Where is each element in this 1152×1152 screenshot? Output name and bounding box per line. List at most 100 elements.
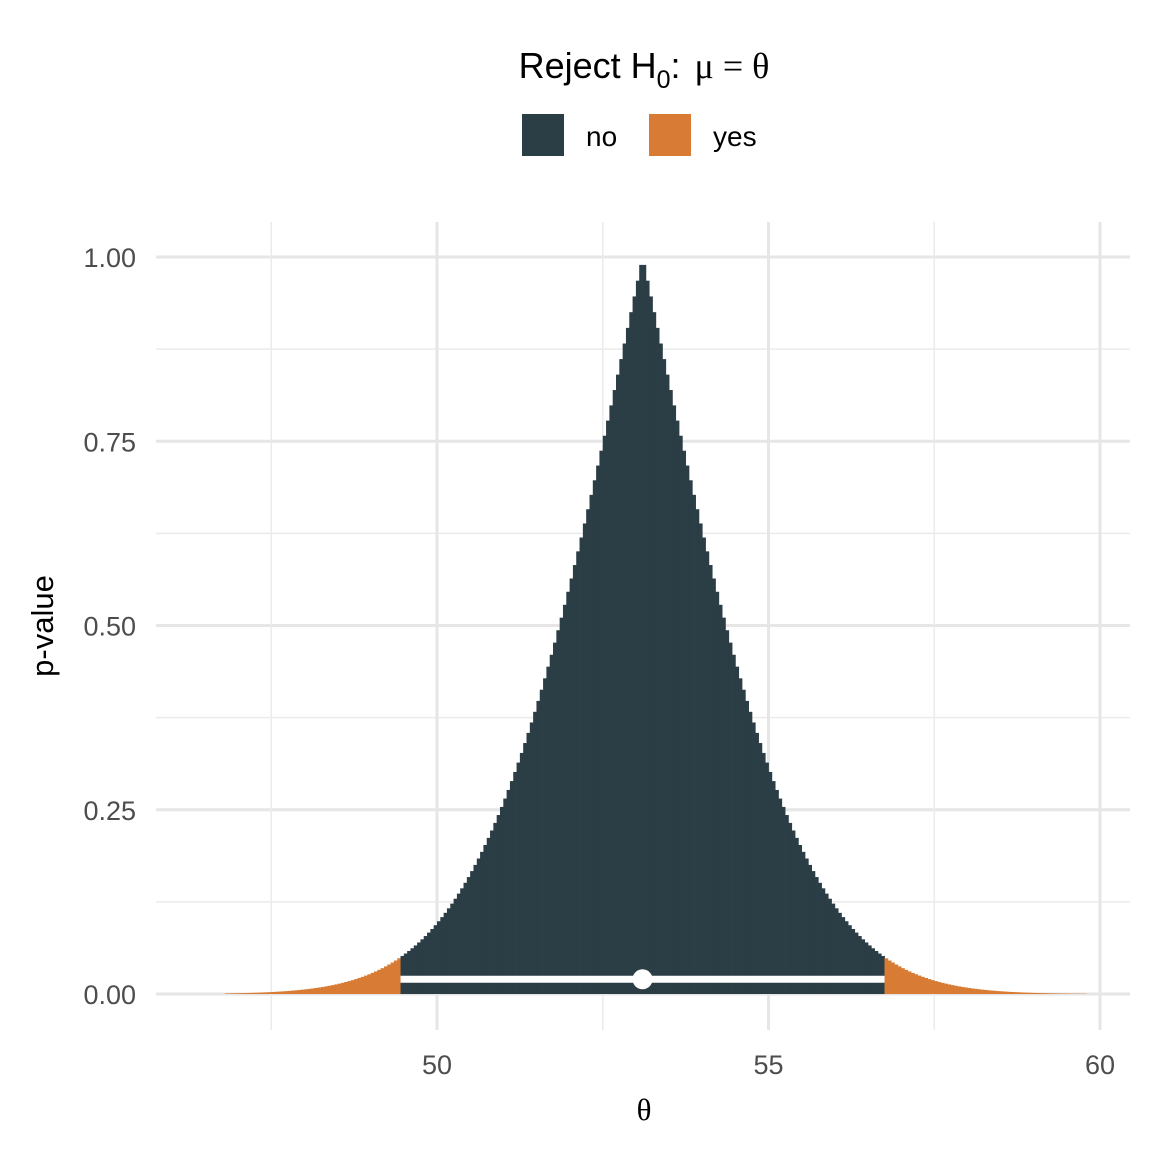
bar-reject-no	[589, 494, 594, 994]
bar-reject-no	[417, 942, 421, 994]
bar-reject-no	[735, 666, 740, 994]
bar-reject-yes	[1056, 993, 1061, 994]
bar-reject-yes	[894, 964, 899, 994]
x-tick-labels: 50 55 60	[422, 1050, 1115, 1080]
bar-reject-yes	[301, 989, 305, 994]
bar-reject-yes	[224, 993, 229, 994]
bar-reject-no	[778, 798, 783, 994]
bar-reject-yes	[264, 992, 269, 994]
bar-reject-no	[828, 898, 832, 994]
bar-reject-yes	[271, 991, 275, 994]
bar-reject-yes	[370, 972, 375, 994]
bar-reject-no	[486, 837, 491, 994]
bar-reject-yes	[1050, 993, 1054, 994]
bar-reject-no	[553, 642, 557, 994]
bar-reject-yes	[891, 962, 895, 994]
bar-reject-yes	[947, 984, 952, 994]
bar-reject-no	[506, 789, 511, 994]
bar-reject-no	[523, 743, 527, 994]
bar-reject-no	[854, 932, 859, 994]
bar-reject-no	[848, 925, 852, 994]
bar-reject-yes	[924, 978, 929, 994]
bar-reject-no	[732, 654, 736, 994]
bar-reject-yes	[248, 992, 252, 994]
bar-reject-no	[775, 789, 779, 994]
bar-reject-no	[586, 509, 590, 994]
bar-reject-yes	[334, 984, 338, 994]
bar-reject-no	[871, 948, 875, 994]
bar-reject-yes	[281, 991, 285, 994]
bar-reject-yes	[997, 991, 1001, 994]
bar-reject-no	[606, 420, 610, 994]
y-axis-title: p-value	[25, 575, 60, 677]
bar-reject-no	[450, 903, 454, 994]
bar-reject-yes	[238, 993, 242, 994]
bar-reject-no	[526, 732, 531, 994]
bar-reject-no	[403, 953, 408, 994]
confidence-interval	[400, 969, 885, 990]
bar-reject-yes	[920, 976, 925, 994]
bar-reject-no	[741, 689, 746, 994]
bar-reject-no	[864, 942, 869, 994]
bar-reject-no	[440, 917, 445, 994]
bar-reject-yes	[1003, 991, 1008, 994]
bar-reject-no	[519, 752, 524, 994]
bar-reject-no	[748, 711, 753, 994]
bar-reject-no	[437, 921, 441, 994]
bar-reject-no	[582, 523, 587, 994]
bar-reject-no	[841, 917, 846, 994]
bar-reject-yes	[937, 982, 942, 994]
bar-reject-no	[430, 928, 435, 994]
bar-reject-no	[688, 480, 693, 994]
bar-reject-yes	[367, 974, 372, 994]
bar-reject-yes	[944, 983, 948, 994]
bar-reject-no	[702, 537, 706, 994]
bar-reject-no	[493, 822, 498, 994]
bar-reject-no	[795, 837, 799, 994]
bar-reject-no	[861, 939, 866, 994]
bar-reject-yes	[987, 990, 991, 994]
bar-reject-no	[722, 617, 726, 994]
bar-reject-no	[433, 925, 438, 994]
bar-reject-yes	[297, 989, 302, 994]
bar-reject-yes	[347, 981, 352, 994]
bar-reject-no	[566, 591, 570, 994]
y-tick-label: 1.00	[83, 243, 136, 273]
bar-reject-no	[562, 604, 567, 994]
legend-label-yes: yes	[713, 121, 757, 152]
bar-reject-no	[639, 264, 643, 994]
bar-reject-no	[655, 327, 660, 994]
bar-reject-no	[824, 893, 829, 994]
bar-reject-no	[619, 359, 624, 995]
bar-reject-no	[443, 912, 448, 994]
bar-reject-no	[533, 711, 537, 994]
bar-reject-yes	[350, 980, 355, 994]
bar-reject-no	[456, 893, 461, 994]
bar-reject-yes	[337, 983, 342, 994]
bar-reject-no	[463, 882, 468, 994]
bar-reject-no	[881, 955, 885, 994]
bar-reject-yes	[1030, 992, 1035, 994]
bar-reject-no	[453, 898, 458, 994]
bar-reject-no	[662, 359, 667, 995]
bar-reject-no	[705, 551, 710, 994]
bar-reject-no	[543, 678, 547, 994]
bar-reject-no	[446, 908, 451, 994]
bar-reject-no	[851, 928, 856, 994]
bar-reject-no	[635, 280, 640, 994]
bar-reject-no	[801, 851, 806, 994]
bar-reject-no	[867, 945, 872, 994]
bar-reject-yes	[234, 993, 239, 994]
bar-reject-no	[632, 296, 637, 994]
bar-reject-yes	[314, 987, 319, 994]
bar-reject-yes	[294, 990, 299, 994]
bar-reject-yes	[287, 990, 292, 994]
bar-reject-no	[509, 781, 514, 994]
bar-reject-no	[427, 932, 431, 994]
bar-reject-no	[579, 537, 584, 994]
x-axis-title: θ	[637, 1092, 652, 1127]
bar-reject-no	[791, 830, 796, 994]
legend-title-colon: :	[671, 45, 681, 86]
bar-reject-yes	[393, 960, 398, 994]
bar-reject-yes	[344, 982, 348, 994]
